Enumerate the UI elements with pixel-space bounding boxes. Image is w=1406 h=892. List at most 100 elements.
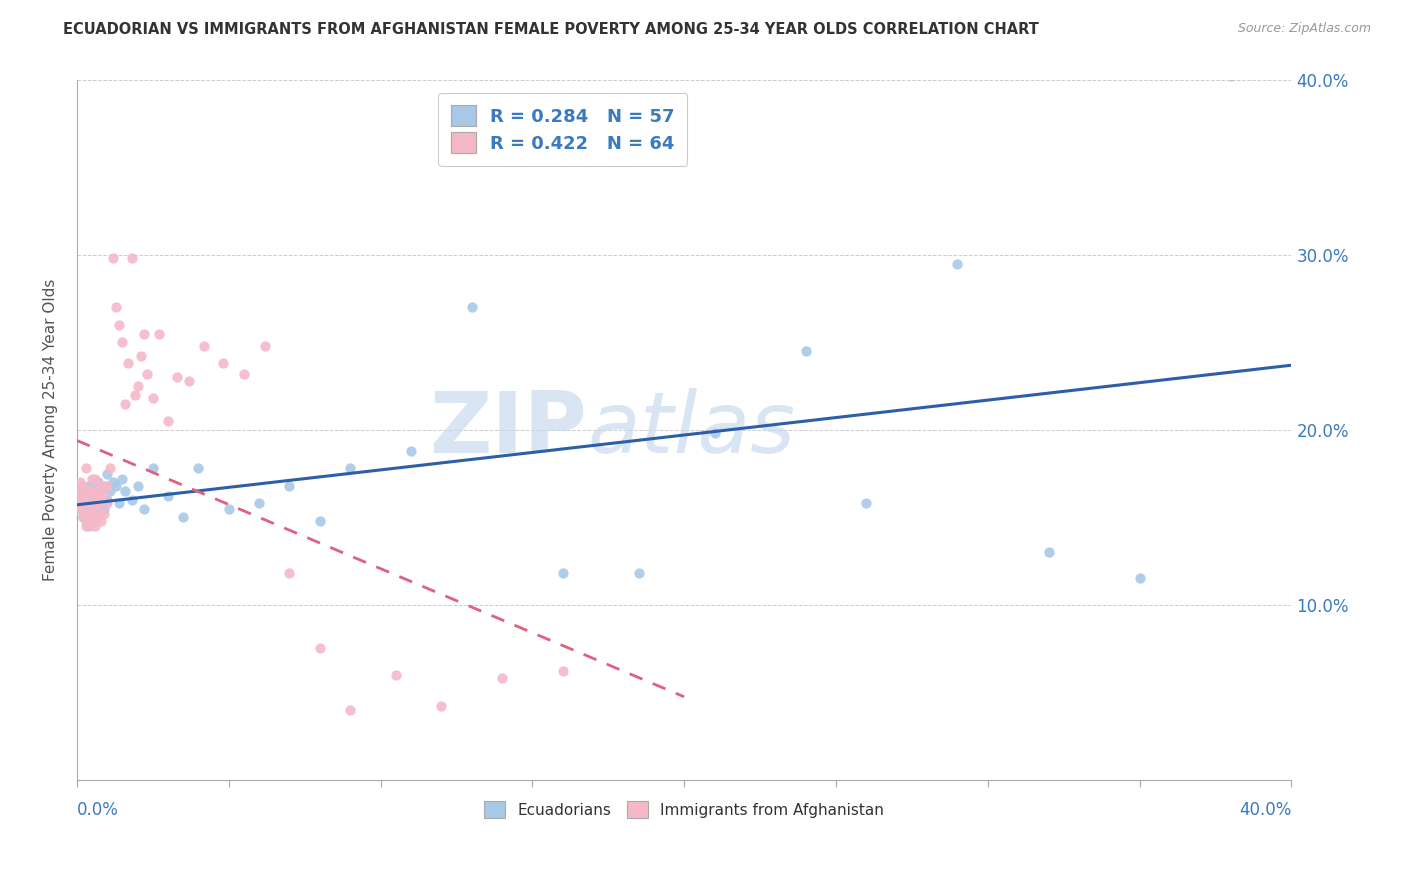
Point bbox=[946, 257, 969, 271]
Point bbox=[93, 501, 115, 516]
Point bbox=[121, 252, 143, 266]
Point bbox=[69, 483, 91, 498]
Point bbox=[156, 414, 179, 428]
Point bbox=[77, 483, 100, 498]
Legend: Ecuadorians, Immigrants from Afghanistan: Ecuadorians, Immigrants from Afghanistan bbox=[478, 795, 890, 824]
Point bbox=[87, 483, 110, 498]
Point bbox=[80, 496, 103, 510]
Point bbox=[69, 492, 91, 507]
Point bbox=[1129, 572, 1152, 586]
Point bbox=[135, 367, 157, 381]
Point bbox=[90, 514, 112, 528]
Point bbox=[80, 489, 103, 503]
Point bbox=[108, 496, 131, 510]
Point bbox=[96, 496, 118, 510]
Point bbox=[132, 326, 155, 341]
Point bbox=[399, 443, 422, 458]
Point bbox=[75, 507, 97, 521]
Text: 0.0%: 0.0% bbox=[77, 801, 118, 819]
Point bbox=[75, 519, 97, 533]
Point bbox=[72, 501, 94, 516]
Point bbox=[278, 566, 301, 581]
Point bbox=[339, 461, 361, 475]
Point bbox=[384, 667, 406, 681]
Point bbox=[1219, 70, 1241, 84]
Point bbox=[87, 475, 110, 490]
Point bbox=[491, 671, 513, 685]
Point bbox=[77, 501, 100, 516]
Point bbox=[124, 388, 146, 402]
Point bbox=[72, 510, 94, 524]
Point bbox=[111, 335, 134, 350]
Point bbox=[96, 479, 118, 493]
Point bbox=[114, 396, 136, 410]
Point bbox=[75, 514, 97, 528]
Point bbox=[254, 339, 277, 353]
Point bbox=[80, 507, 103, 521]
Point bbox=[80, 510, 103, 524]
Point bbox=[84, 519, 107, 533]
Text: Source: ZipAtlas.com: Source: ZipAtlas.com bbox=[1237, 22, 1371, 36]
Point bbox=[72, 479, 94, 493]
Text: ECUADORIAN VS IMMIGRANTS FROM AFGHANISTAN FEMALE POVERTY AMONG 25-34 YEAR OLDS C: ECUADORIAN VS IMMIGRANTS FROM AFGHANISTA… bbox=[63, 22, 1039, 37]
Point bbox=[75, 507, 97, 521]
Point bbox=[247, 496, 270, 510]
Point bbox=[84, 483, 107, 498]
Point bbox=[84, 472, 107, 486]
Point bbox=[172, 510, 194, 524]
Point bbox=[430, 699, 453, 714]
Point bbox=[105, 479, 128, 493]
Y-axis label: Female Poverty Among 25-34 Year Olds: Female Poverty Among 25-34 Year Olds bbox=[44, 278, 58, 581]
Point bbox=[75, 489, 97, 503]
Point bbox=[90, 479, 112, 493]
Point bbox=[84, 489, 107, 503]
Point bbox=[179, 374, 201, 388]
Point bbox=[87, 510, 110, 524]
Point bbox=[156, 489, 179, 503]
Point bbox=[193, 339, 215, 353]
Point bbox=[98, 483, 121, 498]
Point bbox=[80, 483, 103, 498]
Point bbox=[111, 472, 134, 486]
Point bbox=[132, 501, 155, 516]
Point bbox=[98, 461, 121, 475]
Point bbox=[75, 461, 97, 475]
Point bbox=[127, 379, 149, 393]
Point bbox=[77, 519, 100, 533]
Point bbox=[93, 507, 115, 521]
Point bbox=[69, 501, 91, 516]
Point bbox=[108, 318, 131, 332]
Point bbox=[72, 492, 94, 507]
Point bbox=[96, 492, 118, 507]
Point bbox=[114, 483, 136, 498]
Point bbox=[80, 496, 103, 510]
Point bbox=[87, 507, 110, 521]
Point bbox=[84, 501, 107, 516]
Point bbox=[166, 370, 188, 384]
Point bbox=[93, 489, 115, 503]
Point bbox=[308, 641, 330, 656]
Point bbox=[75, 496, 97, 510]
Point bbox=[551, 566, 574, 581]
Point bbox=[69, 501, 91, 516]
Point bbox=[308, 514, 330, 528]
Point bbox=[90, 496, 112, 510]
Point bbox=[187, 461, 209, 475]
Point bbox=[129, 349, 152, 363]
Point bbox=[148, 326, 170, 341]
Point bbox=[72, 492, 94, 507]
Point bbox=[77, 501, 100, 516]
Point bbox=[627, 566, 650, 581]
Point bbox=[142, 392, 165, 406]
Text: atlas: atlas bbox=[586, 388, 794, 471]
Point bbox=[69, 492, 91, 507]
Point bbox=[75, 489, 97, 503]
Point bbox=[72, 510, 94, 524]
Point bbox=[551, 664, 574, 678]
Point bbox=[103, 252, 125, 266]
Point bbox=[90, 496, 112, 510]
Point bbox=[72, 483, 94, 498]
Point bbox=[87, 496, 110, 510]
Point bbox=[93, 479, 115, 493]
Point bbox=[84, 501, 107, 516]
